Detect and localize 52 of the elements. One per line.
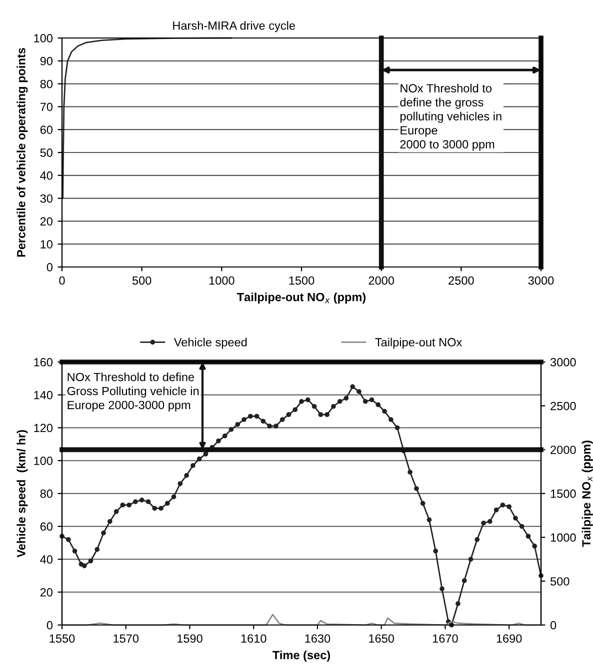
x-tick-label: 1630 (305, 634, 330, 643)
y2-tick-label: 2500 (550, 402, 576, 410)
y-tick-label: 160 (34, 358, 53, 366)
x-tick-label: 500 (132, 276, 152, 285)
legend-label: Vehicle speed (174, 338, 247, 349)
y2-tick-label: 1500 (550, 490, 576, 498)
y-tick-label: 90 (40, 56, 53, 66)
x-tick-label: 1570 (114, 634, 139, 643)
y-tick-label: 40 (40, 555, 53, 564)
x-tick-label: 1590 (178, 634, 202, 643)
x-tick-label: 2500 (448, 276, 474, 285)
x-tick-label: 1610 (241, 634, 266, 643)
x-axis-title: Tailpipe-out NO$_{x}$ (ppm) (236, 292, 366, 304)
annotation: NOx Threshold to define Gross Polluting vehicle in Europe 2000-3000 ppm (67, 372, 199, 412)
y-tick-label: 60 (40, 126, 53, 134)
y2-tick-label: 3000 (550, 358, 576, 366)
y-tick-label: 20 (40, 217, 53, 226)
x-tick-label: 1000 (209, 276, 234, 285)
y-tick-label: 100 (34, 34, 53, 42)
y-tick-label: 120 (34, 424, 53, 432)
legend-label: Tailpipe-out NOx (375, 338, 462, 349)
y-tick-label: 0 (46, 263, 53, 272)
y2-axis-title: Tailpipe NO$_{x}$ (ppm) (582, 440, 593, 547)
y-tick-label: 80 (40, 490, 53, 498)
x-axis-title: Time (sec) (272, 650, 330, 662)
y-axis-title: Vehicle speed (km/ hr) (16, 430, 28, 558)
y-tick-label: 10 (40, 240, 53, 248)
x-tick-label: 1550 (50, 634, 75, 643)
y-tick-label: 70 (40, 102, 53, 112)
y-tick-label: 20 (40, 588, 53, 597)
x-tick-label: 3000 (528, 276, 554, 285)
x-tick-label: 1650 (369, 634, 394, 643)
x-tick-label: 1690 (496, 634, 522, 643)
x-tick-label: 2000 (368, 276, 394, 285)
y-tick-label: 30 (40, 194, 53, 203)
y-tick-label: 50 (40, 148, 53, 157)
y2-tick-label: 500 (550, 577, 570, 586)
chart-title: Harsh-MIRA drive cycle (173, 21, 295, 32)
x-tick-label: 1670 (432, 634, 458, 643)
annotation: NOx Threshold to define the gross polluting vehicles in Europe 2000 to 3000 ppm (400, 84, 502, 151)
y-tick-label: 100 (34, 456, 53, 466)
y-axis-title: Percentile of vehicle operating points (16, 48, 28, 257)
y-tick-label: 140 (34, 390, 53, 400)
y2-tick-label: 0 (550, 621, 556, 630)
y-tick-label: 80 (40, 80, 53, 88)
y2-tick-label: 1000 (550, 533, 576, 542)
y-tick-label: 0 (46, 621, 53, 630)
x-tick-label: 0 (59, 276, 65, 285)
x-tick-label: 1500 (289, 276, 314, 285)
y-tick-label: 60 (40, 522, 53, 531)
y2-tick-label: 2000 (550, 446, 576, 454)
y-tick-label: 40 (40, 171, 53, 180)
